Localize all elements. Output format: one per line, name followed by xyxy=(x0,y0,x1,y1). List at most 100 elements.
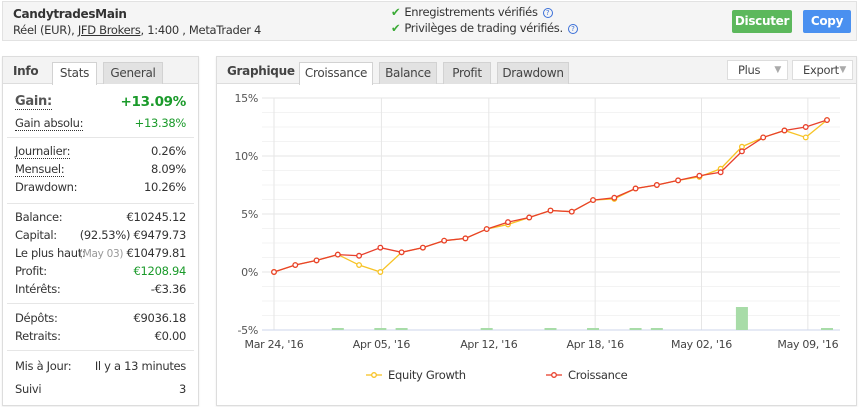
info-panel: Info Stats General Gain: +13.09% Gain abs… xyxy=(2,56,199,406)
withdrawals-value: €0.00 xyxy=(154,329,187,343)
deposits-row: Dépôts: €9036.18 xyxy=(15,311,186,329)
data-point xyxy=(738,148,745,155)
account-details: Réel (EUR), JFD Brokers, 1:400 , MetaTra… xyxy=(13,23,261,37)
deposits-value: €9036.18 xyxy=(133,311,187,325)
abs-gain-row: Gain absolu: +13.38% xyxy=(15,116,186,134)
account-type: Réel (EUR), xyxy=(13,23,78,37)
volume-bar xyxy=(480,328,493,330)
highest-value: €10479.81 xyxy=(126,246,187,260)
data-point xyxy=(356,252,363,259)
data-point xyxy=(398,249,405,256)
help-icon[interactable]: ? xyxy=(542,8,553,18)
data-point xyxy=(377,269,384,275)
more-label: Plus xyxy=(738,63,761,77)
followers-value: 3 xyxy=(178,382,186,396)
account-name: CandytradesMain xyxy=(13,7,127,21)
balance-label: Balance: xyxy=(15,210,63,224)
data-point xyxy=(313,257,320,264)
withdrawals-label: Retraits: xyxy=(15,329,61,343)
volume-bar xyxy=(544,328,557,330)
data-point xyxy=(568,208,575,215)
y-tick-label: 5% xyxy=(241,208,258,221)
broker-link[interactable]: JFD Brokers xyxy=(77,23,141,37)
abs-gain-label[interactable]: Gain absolu: xyxy=(15,116,84,131)
data-point xyxy=(526,214,533,221)
data-point xyxy=(547,207,554,214)
chart-panel: Graphique Croissance Balance Profit Draw… xyxy=(216,56,857,406)
monthly-row: Mensuel: 8.09% xyxy=(15,162,186,180)
data-point xyxy=(334,251,341,258)
check-icon: ✔ xyxy=(391,21,401,35)
series-line-0 xyxy=(273,119,828,273)
gain-row: Gain: +13.09% xyxy=(15,94,186,112)
data-point xyxy=(760,134,767,141)
highest-label: Le plus haut: xyxy=(15,246,86,260)
data-point xyxy=(271,269,277,275)
chevron-down-icon: ▼ xyxy=(774,65,781,75)
info-tabbar: Info Stats General xyxy=(3,57,198,85)
more-dropdown[interactable]: Plus ▼ xyxy=(727,60,788,80)
equity-row: Capital: (92.53%) €9479.73 xyxy=(15,228,186,246)
tab-croissance[interactable]: Croissance xyxy=(299,62,373,85)
tab-drawdown[interactable]: Drawdown xyxy=(497,62,569,84)
legend-marker xyxy=(551,372,557,378)
drawdown-label: Drawdown: xyxy=(15,180,78,194)
growth-chart: 15% 10% 5% 0% -5%Mar 24, '16 Apr 05, '16 Apr 1… xyxy=(234,92,840,382)
data-point xyxy=(717,169,724,176)
verified-privileges-label: Privilèges de trading vérifiés. xyxy=(404,21,563,35)
divider xyxy=(7,137,194,138)
tab-general[interactable]: General xyxy=(103,62,163,84)
data-point xyxy=(590,197,596,204)
data-point xyxy=(696,172,703,179)
volume-bar xyxy=(331,328,344,330)
followers-label: Suivi xyxy=(15,382,42,396)
verified-records: ✔ Enregistrements vérifiés? xyxy=(391,5,553,19)
gain-label[interactable]: Gain: xyxy=(15,94,52,110)
y-tick-label: 15% xyxy=(234,92,258,105)
highest-row: Le plus haut: (May 03) €10479.81 xyxy=(15,246,186,264)
data-point xyxy=(802,134,809,141)
divider xyxy=(7,203,194,204)
verified-records-label: Enregistrements vérifiés xyxy=(404,5,538,19)
volume-bar xyxy=(395,328,408,330)
tab-profit[interactable]: Profit xyxy=(443,62,491,84)
data-point xyxy=(738,143,745,150)
data-point xyxy=(824,117,830,123)
drawdown-value: 10.26% xyxy=(143,180,186,194)
data-point xyxy=(483,226,490,233)
check-icon: ✔ xyxy=(391,5,401,19)
discuss-button[interactable]: Discuter xyxy=(732,10,792,33)
divider xyxy=(7,350,194,351)
data-point xyxy=(653,182,660,188)
updated-label: Mis à Jour: xyxy=(15,359,72,373)
data-point xyxy=(356,262,363,268)
data-point xyxy=(441,237,448,244)
y-tick-label: 10% xyxy=(234,150,258,163)
updated-value: Il y a 13 minutes xyxy=(94,359,186,373)
balance-value: €10245.12 xyxy=(126,210,187,224)
volume-bar xyxy=(374,328,387,330)
export-label: Export xyxy=(803,63,839,77)
x-tick-label: May 02, '16 xyxy=(671,338,732,351)
tab-balance[interactable]: Balance xyxy=(379,62,437,84)
data-point xyxy=(292,262,299,268)
updated-row: Mis à Jour: Il y a 13 minutes xyxy=(15,359,186,377)
chart-title: Graphique xyxy=(227,64,295,78)
export-dropdown[interactable]: Export ▼ xyxy=(792,60,853,80)
help-icon[interactable]: ? xyxy=(567,24,578,34)
equity-value: €9479.73 xyxy=(133,228,187,242)
data-point xyxy=(377,244,384,251)
equity-label: Capital: xyxy=(15,228,57,242)
leverage-platform: , 1:400 , MetaTrader 4 xyxy=(140,23,262,37)
legend-marker xyxy=(371,372,377,378)
deposits-label: Dépôts: xyxy=(15,311,58,325)
monthly-label[interactable]: Mensuel: xyxy=(15,162,65,177)
data-point xyxy=(611,194,618,201)
interest-row: Intérêts: -€3.36 xyxy=(15,282,186,300)
data-point xyxy=(462,235,469,242)
volume-bar xyxy=(735,307,748,330)
copy-button[interactable]: Copy xyxy=(803,10,851,33)
interest-value: -€3.36 xyxy=(150,282,187,296)
tab-stats[interactable]: Stats xyxy=(52,62,97,85)
daily-label[interactable]: Journalier: xyxy=(15,144,71,159)
